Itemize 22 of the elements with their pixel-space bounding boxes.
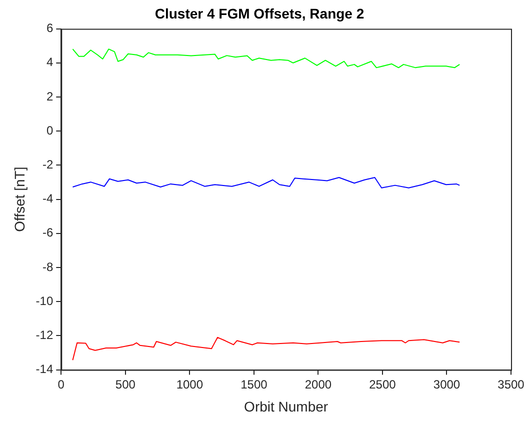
x-tick-label: 3000 [433,377,460,392]
y-axis-title: Offset [nT] [11,166,28,232]
x-tick-label: 0 [58,377,65,392]
chart-title: Cluster 4 FGM Offsets, Range 2 [154,5,364,22]
x-tick-label: 1000 [176,377,204,392]
y-tick-label: -6 [42,226,54,240]
y-tick-label: -8 [42,260,54,274]
y-tick-label: -2 [42,158,54,172]
y-tick-label: -4 [42,192,54,206]
x-tick-label: 2500 [369,377,396,392]
y-tick-label: 4 [46,55,54,70]
y-tick-label: 6 [46,21,54,36]
x-tick-label: 1500 [240,377,268,392]
y-tick-label: -10 [36,294,54,308]
x-tick-label: 3500 [498,377,525,392]
y-tick-label: -12 [36,328,54,342]
x-axis-title: Orbit Number [244,398,328,414]
y-tick-label: 2 [46,89,54,104]
y-tick-label: -14 [36,362,54,376]
x-tick-label: 500 [115,377,136,392]
x-tick-label: 2000 [304,377,332,392]
y-tick-label: 0 [46,123,54,138]
